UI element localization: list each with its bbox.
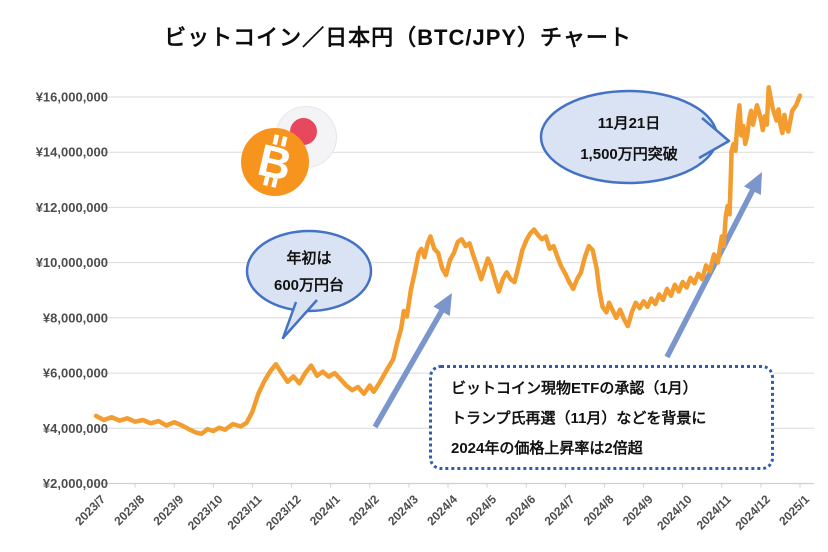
y-tick-label: ¥4,000,000: [43, 421, 108, 436]
x-tick-label: 2023/11: [224, 492, 264, 532]
bubble-tail-outline: [281, 299, 318, 340]
bubble-line: 1,500万円突破: [580, 146, 678, 163]
bitcoin-coin-icon: B: [241, 128, 309, 196]
note-line: 2024年の価格上昇率は2倍超: [451, 440, 643, 457]
x-tick-label: 2024/6: [502, 492, 538, 528]
note-box: ビットコイン現物ETFの承認（1月） トランプ氏再選（11月）などを背景に 20…: [429, 365, 774, 470]
trend-arrow-head: [433, 293, 452, 316]
bubble-ellipse: [245, 229, 373, 313]
x-tick-label: 2023/8: [111, 492, 147, 528]
trend-arrow-head: [743, 172, 762, 196]
price-line-layer: [93, 85, 803, 437]
icon-layer: B: [241, 106, 337, 196]
bubble-line: 600万円台: [273, 277, 345, 294]
x-tick-label: 2023/7: [72, 492, 108, 528]
x-tick-label: 2024/7: [542, 492, 578, 528]
x-tick-label: 2024/2: [346, 492, 382, 528]
x-tick-label: 2024/1: [307, 492, 343, 528]
note-line: ビットコイン現物ETFの承認（1月）: [451, 380, 698, 397]
bubble-year-start-text: 年初は 600万円台: [247, 245, 371, 299]
bubble-tail: [699, 118, 729, 158]
x-tick-label: 2024/9: [620, 492, 656, 528]
x-tick-label: 2024/3: [385, 492, 421, 528]
x-tick-label: 2025/1: [776, 492, 812, 528]
x-tick-label: 2024/5: [463, 492, 499, 528]
y-tick-label: ¥12,000,000: [36, 200, 108, 215]
x-tick-label: 2024/4: [424, 492, 460, 528]
coin-circle: [241, 128, 309, 196]
x-tick-label: 2023/10: [185, 492, 226, 533]
x-tick-label: 2024/11: [694, 492, 734, 532]
y-tick-label: ¥2,000,000: [43, 476, 108, 491]
y-tick-label: ¥8,000,000: [43, 310, 108, 325]
x-tick-label: 2024/8: [581, 492, 617, 528]
y-tick-label: ¥16,000,000: [36, 90, 108, 105]
callout-bubble-nov21: [539, 89, 731, 185]
y-tick-label: ¥6,000,000: [43, 366, 108, 381]
bubble-line: 11月21日: [597, 115, 661, 132]
x-tick-label: 2024/10: [654, 492, 695, 533]
x-tick-label: 2023/12: [263, 492, 304, 533]
price-line: [93, 85, 803, 437]
y-tick-label: ¥10,000,000: [36, 255, 108, 270]
trend-arrow-shaft: [372, 308, 445, 429]
y-tick-label: ¥14,000,000: [36, 145, 108, 160]
x-tick-label: 2024/12: [732, 492, 773, 533]
chart-title: ビットコイン／日本円（BTC/JPY）チャート: [164, 25, 632, 50]
note-line: トランプ氏再選（11月）などを背景に: [451, 410, 707, 427]
callout-layer: [245, 89, 731, 340]
bubble-line: 年初は: [286, 250, 332, 267]
x-tick-label: 2023/9: [150, 492, 186, 528]
bubble-nov21-text: 11月21日 1,500万円突破: [541, 108, 717, 170]
bubble-tail-outline: [698, 117, 731, 160]
callout-bubble-year-start: [245, 229, 373, 340]
